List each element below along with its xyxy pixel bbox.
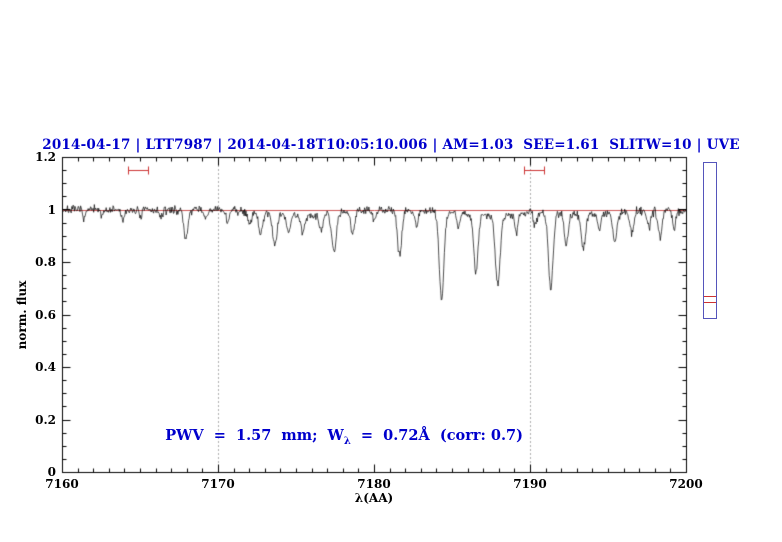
- x-tick-label: 7190: [513, 477, 547, 491]
- y-tick-label: 0: [47, 465, 56, 479]
- y-tick-label: 0.2: [35, 412, 56, 427]
- y-tick-label: 0.4: [35, 360, 56, 374]
- y-tick-label: 0.8: [35, 255, 56, 269]
- y-tick-label: 0.6: [35, 307, 56, 322]
- pwv-annotation-suffix: = 0.72Å (corr: 0.7): [350, 427, 523, 444]
- x-tick-label: 7170: [201, 477, 235, 491]
- pwv-annotation-prefix: PWV = 1.57 mm; W: [165, 427, 344, 444]
- side-panel-continuum-line: [704, 302, 716, 303]
- pwv-annotation-subscript: λ: [343, 435, 351, 447]
- pwv-annotation: PWV = 1.57 mm; Wλ = 0.72Å (corr: 0.7): [145, 410, 523, 464]
- side-panel-continuum-line: [704, 296, 716, 297]
- y-tick-label: 1.2: [35, 150, 56, 164]
- plot-title: 2014-04-17 | LTT7987 | 2014-04-18T10:05:…: [42, 137, 740, 153]
- side-indicator-panel: [703, 162, 717, 319]
- x-tick-label: 7200: [669, 477, 703, 491]
- x-tick-label: 7160: [45, 477, 79, 491]
- x-axis-label: λ(AA): [354, 491, 394, 505]
- x-tick-label: 7180: [357, 477, 391, 491]
- y-tick-label: 1: [47, 202, 56, 217]
